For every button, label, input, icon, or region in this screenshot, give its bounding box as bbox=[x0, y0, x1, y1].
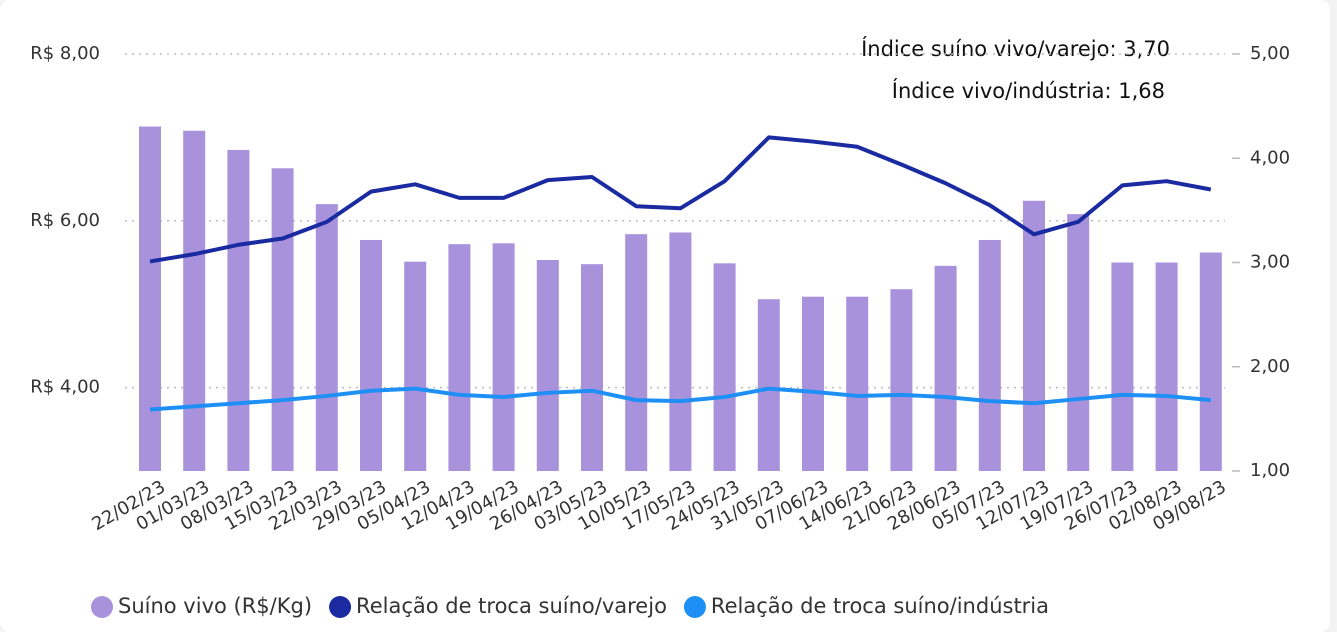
bar bbox=[978, 239, 1001, 471]
y-tick-label: R$ 8,00 bbox=[30, 43, 100, 64]
bar bbox=[625, 234, 648, 471]
bar bbox=[1067, 214, 1090, 472]
legend-label: Relação de troca suíno/varejo bbox=[356, 594, 667, 618]
y-tick-label: R$ 6,00 bbox=[30, 210, 100, 231]
line bbox=[149, 386, 1211, 412]
bar bbox=[890, 289, 913, 471]
bar bbox=[581, 264, 603, 471]
bar bbox=[183, 130, 206, 471]
bar bbox=[448, 244, 471, 471]
bar bbox=[360, 239, 382, 471]
bar bbox=[1023, 200, 1045, 471]
bar bbox=[404, 261, 427, 471]
bar bbox=[1199, 252, 1222, 471]
bar bbox=[1155, 262, 1178, 471]
y2-tick-label: 5,00 bbox=[1250, 43, 1290, 64]
bar bbox=[536, 259, 559, 471]
legend-label: Suíno vivo (R$/Kg) bbox=[118, 594, 312, 618]
bar bbox=[713, 263, 736, 471]
legend-marker bbox=[683, 596, 706, 618]
y-tick-label: R$ 4,00 bbox=[30, 377, 100, 398]
legend-marker bbox=[91, 596, 113, 618]
bar bbox=[669, 232, 692, 471]
bar bbox=[846, 296, 869, 471]
bar bbox=[802, 296, 824, 471]
bar bbox=[315, 204, 338, 471]
y2-tick-label: 2,00 bbox=[1250, 356, 1290, 377]
annotation: Índice suíno vivo/varejo: 3,70 bbox=[861, 36, 1170, 61]
y2-tick-label: 3,00 bbox=[1250, 252, 1290, 273]
y2-tick-label: 1,00 bbox=[1250, 460, 1290, 481]
line bbox=[149, 135, 1212, 264]
bar bbox=[1111, 262, 1134, 471]
bar bbox=[757, 299, 780, 471]
bar bbox=[934, 265, 957, 471]
bar bbox=[271, 168, 294, 471]
legend-label: Relação de troca suíno/indústria bbox=[711, 594, 1049, 618]
bar bbox=[139, 126, 161, 472]
bar bbox=[492, 243, 515, 471]
bar bbox=[227, 149, 250, 471]
y2-tick-label: 4,00 bbox=[1250, 147, 1290, 168]
annotation: Índice vivo/indústria: 1,68 bbox=[892, 78, 1165, 103]
legend-marker bbox=[329, 596, 352, 618]
